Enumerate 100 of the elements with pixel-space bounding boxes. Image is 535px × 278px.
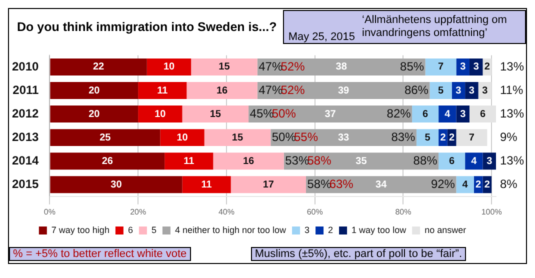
bar xyxy=(182,176,231,194)
data-label: 11 xyxy=(184,156,195,167)
legend-label: 1 way too low xyxy=(352,224,407,235)
data-label: 17 xyxy=(262,179,274,190)
data-label: 3 xyxy=(486,156,493,167)
data-label: 26 xyxy=(102,156,114,167)
data-label: 33 xyxy=(338,132,350,144)
data-label: 37 xyxy=(324,108,336,120)
legend-label: 4 neither to high nor too low xyxy=(174,224,287,235)
data-label: 6 xyxy=(449,156,456,167)
bar xyxy=(50,82,138,99)
bar xyxy=(482,152,496,170)
y-tick-label: 2011 xyxy=(12,82,40,97)
data-label: 5 xyxy=(424,132,431,144)
data-label: 5 xyxy=(438,85,444,96)
data-label: 15 xyxy=(218,62,230,73)
bar xyxy=(50,106,138,123)
bar xyxy=(213,152,284,170)
x-tick-label: 100% xyxy=(481,207,502,216)
annotation: 86% xyxy=(404,82,429,97)
bar xyxy=(469,106,496,123)
y-tick-label: 2015 xyxy=(12,176,40,191)
annotation: 47% xyxy=(258,82,283,97)
bar xyxy=(412,106,439,123)
bar xyxy=(50,176,182,194)
x-tick-label: 40% xyxy=(218,207,234,216)
bar xyxy=(416,129,439,146)
y-tick-label: 2012 xyxy=(12,106,40,120)
bar xyxy=(204,129,271,146)
bar xyxy=(146,58,192,76)
bar xyxy=(456,176,474,194)
bar xyxy=(50,152,165,170)
bar xyxy=(186,82,258,99)
annotation: 45% xyxy=(250,106,274,120)
annotation: 50% xyxy=(272,130,296,144)
annotation: 82% xyxy=(386,106,412,120)
data-label: 2 xyxy=(484,179,490,190)
text: 13% xyxy=(500,106,524,120)
text: 13% xyxy=(500,153,524,168)
data-label: 3 xyxy=(482,85,488,96)
data-label: 7 xyxy=(468,132,475,144)
data-label: 3 xyxy=(473,62,480,73)
legend-label: 6 xyxy=(128,224,133,235)
y-tick-label: 2013 xyxy=(12,130,40,144)
annotation: 85% xyxy=(400,59,424,74)
bar xyxy=(438,152,466,170)
annotation: 50% xyxy=(272,106,296,120)
text: Muslims (±5%), etc. part of poll to be “fair”. xyxy=(250,247,466,261)
data-label: 34 xyxy=(376,179,388,190)
data-label: 7 xyxy=(438,62,444,73)
annotation: 58% xyxy=(307,153,332,168)
bar xyxy=(164,152,214,170)
data-label: 2 xyxy=(484,62,490,73)
data-label: 2 xyxy=(476,179,482,190)
x-tick-label: 0% xyxy=(44,207,56,216)
annotation: 55% xyxy=(294,130,318,144)
data-label: 25 xyxy=(100,132,112,144)
annotation: 88% xyxy=(413,153,438,168)
text: 11% xyxy=(500,82,524,97)
chart-title: Do you think immigration into Sweden is...? xyxy=(16,20,277,34)
text: 9% xyxy=(500,130,518,144)
data-label: 6 xyxy=(422,108,429,120)
annotation: 52% xyxy=(280,82,306,97)
data-label: 2 xyxy=(440,132,446,144)
data-label: 38 xyxy=(336,62,348,73)
annotation: 83% xyxy=(391,130,416,144)
data-label: 20 xyxy=(88,85,100,96)
bar xyxy=(465,152,483,170)
data-label: 3 xyxy=(456,85,462,96)
data-label: 10 xyxy=(154,108,166,120)
legend-label: 5 xyxy=(151,224,156,235)
y-tick-label: 2014 xyxy=(12,153,40,168)
data-label: 22 xyxy=(92,62,105,73)
data-label: 2 xyxy=(449,132,456,144)
bar xyxy=(50,129,160,146)
bar xyxy=(438,106,456,123)
data-label: 10 xyxy=(176,132,188,144)
legend-label: 3 xyxy=(304,224,310,235)
bar xyxy=(138,82,187,99)
data-label: 35 xyxy=(356,156,368,167)
x-tick-label: 60% xyxy=(306,207,323,216)
legend-label: 7 way too high xyxy=(51,224,110,235)
legend-label: no answer xyxy=(424,224,466,235)
bar xyxy=(430,82,452,99)
bar xyxy=(138,106,182,123)
data-label: 16 xyxy=(216,85,228,96)
text: May 25, 2015 xyxy=(287,31,356,43)
bar xyxy=(465,82,478,99)
data-label: 3 xyxy=(460,62,466,73)
data-label: 39 xyxy=(338,85,350,96)
y-tick-label: 2010 xyxy=(12,59,40,74)
annotation: 47% xyxy=(258,59,283,74)
data-label: 30 xyxy=(110,179,122,190)
annotation: 52% xyxy=(280,59,306,74)
text: 13% xyxy=(500,59,524,74)
bar xyxy=(425,58,456,76)
data-label: 4 xyxy=(471,156,478,167)
legend-label: 2 xyxy=(328,224,334,235)
annotation: 92% xyxy=(430,176,456,191)
data-label: 15 xyxy=(232,132,244,144)
